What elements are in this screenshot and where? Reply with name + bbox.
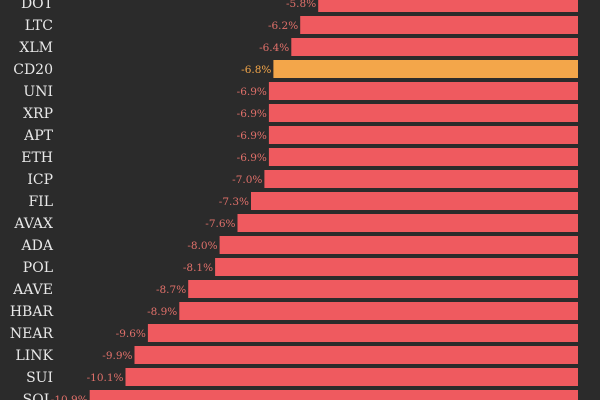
bar-icp [264, 170, 578, 188]
bar-row-near: NEAR -9.6% [10, 324, 578, 342]
category-label: LTC [25, 18, 53, 34]
bar-pol [215, 258, 578, 276]
bar-row-cd20: CD20 -6.8% [13, 60, 578, 78]
category-label: SOL [23, 392, 53, 400]
bar-row-ltc: LTC -6.2% [25, 16, 578, 34]
bar-row-aave: AAVE -8.7% [12, 280, 578, 298]
value-label: -6.4% [259, 42, 289, 54]
category-label: ETH [21, 150, 53, 166]
bar-sui [125, 368, 578, 386]
value-label: -6.9% [237, 86, 267, 98]
value-label: -6.9% [237, 108, 267, 120]
bar-sol [89, 390, 578, 400]
value-label: -8.0% [187, 240, 217, 252]
bar-row-eth: ETH -6.9% [21, 148, 578, 166]
value-label: -8.1% [183, 262, 213, 274]
category-label: NEAR [10, 326, 54, 342]
category-label: ADA [21, 238, 54, 254]
category-label: SUI [26, 370, 53, 386]
bar-fil [251, 192, 578, 210]
value-label: -7.3% [219, 196, 249, 208]
bar-row-fil: FIL -7.3% [28, 192, 578, 210]
category-label: UNI [23, 84, 53, 100]
bar-row-sol: SOL-10.9% [23, 390, 578, 400]
category-label: XLM [19, 40, 53, 56]
value-label: -7.0% [232, 174, 262, 186]
value-label: -5.8% [286, 0, 316, 10]
category-label: ICP [27, 172, 53, 188]
bar-row-link: LINK -9.9% [15, 346, 578, 364]
value-label: -8.9% [147, 306, 177, 318]
value-label: -6.9% [237, 130, 267, 142]
bar-eth [268, 148, 578, 166]
bar-row-hbar: HBAR -8.9% [10, 302, 579, 320]
bar-link [134, 346, 578, 364]
bar-row-icp: ICP -7.0% [27, 170, 578, 188]
bar-aave [188, 280, 578, 298]
bar-xrp [268, 104, 578, 122]
bar-row-xlm: XLM -6.4% [19, 38, 578, 56]
bar-avax [237, 214, 578, 232]
value-label: -7.6% [205, 218, 235, 230]
value-label: -10.9% [51, 394, 88, 400]
bar-row-pol: POL -8.1% [23, 258, 578, 276]
category-label: POL [23, 260, 53, 276]
bar-row-dot: DOT -5.8% [21, 0, 578, 12]
category-label: APT [23, 128, 54, 144]
bar-hbar [179, 302, 579, 320]
category-label: DOT [21, 0, 54, 12]
bar-xlm [291, 38, 578, 56]
value-label: -10.1% [87, 372, 124, 384]
bar-row-avax: AVAX -7.6% [13, 214, 578, 232]
value-label: -6.9% [237, 152, 267, 164]
value-label: -6.2% [268, 20, 298, 32]
value-label: -6.8% [241, 64, 271, 76]
bar-row-ada: ADA -8.0% [21, 236, 578, 254]
bars-layer: DOT -5.8% LTC -6.2% XLM -6.4% CD20 -6.8% UNI -6.9… [10, 0, 579, 400]
bar-uni [268, 82, 578, 100]
value-label: -9.9% [102, 350, 132, 362]
bar-ada [219, 236, 578, 254]
bar-row-xrp: XRP -6.9% [23, 104, 578, 122]
bar-ltc [300, 16, 578, 34]
value-label: -8.7% [156, 284, 186, 296]
category-label: AVAX [13, 216, 53, 232]
category-label: HBAR [10, 304, 54, 320]
category-label: XRP [23, 106, 53, 122]
bar-cd20 [273, 60, 578, 78]
category-label: LINK [15, 348, 53, 364]
category-label: AAVE [12, 282, 53, 298]
bar-row-apt: APT -6.9% [23, 126, 578, 144]
bar-dot [318, 0, 578, 12]
value-label: -9.6% [116, 328, 146, 340]
category-label: CD20 [13, 62, 53, 78]
bar-row-sui: SUI -10.1% [26, 368, 578, 386]
bar-apt [268, 126, 578, 144]
bar-row-uni: UNI -6.9% [23, 82, 578, 100]
category-label: FIL [28, 194, 53, 210]
bar-near [147, 324, 578, 342]
